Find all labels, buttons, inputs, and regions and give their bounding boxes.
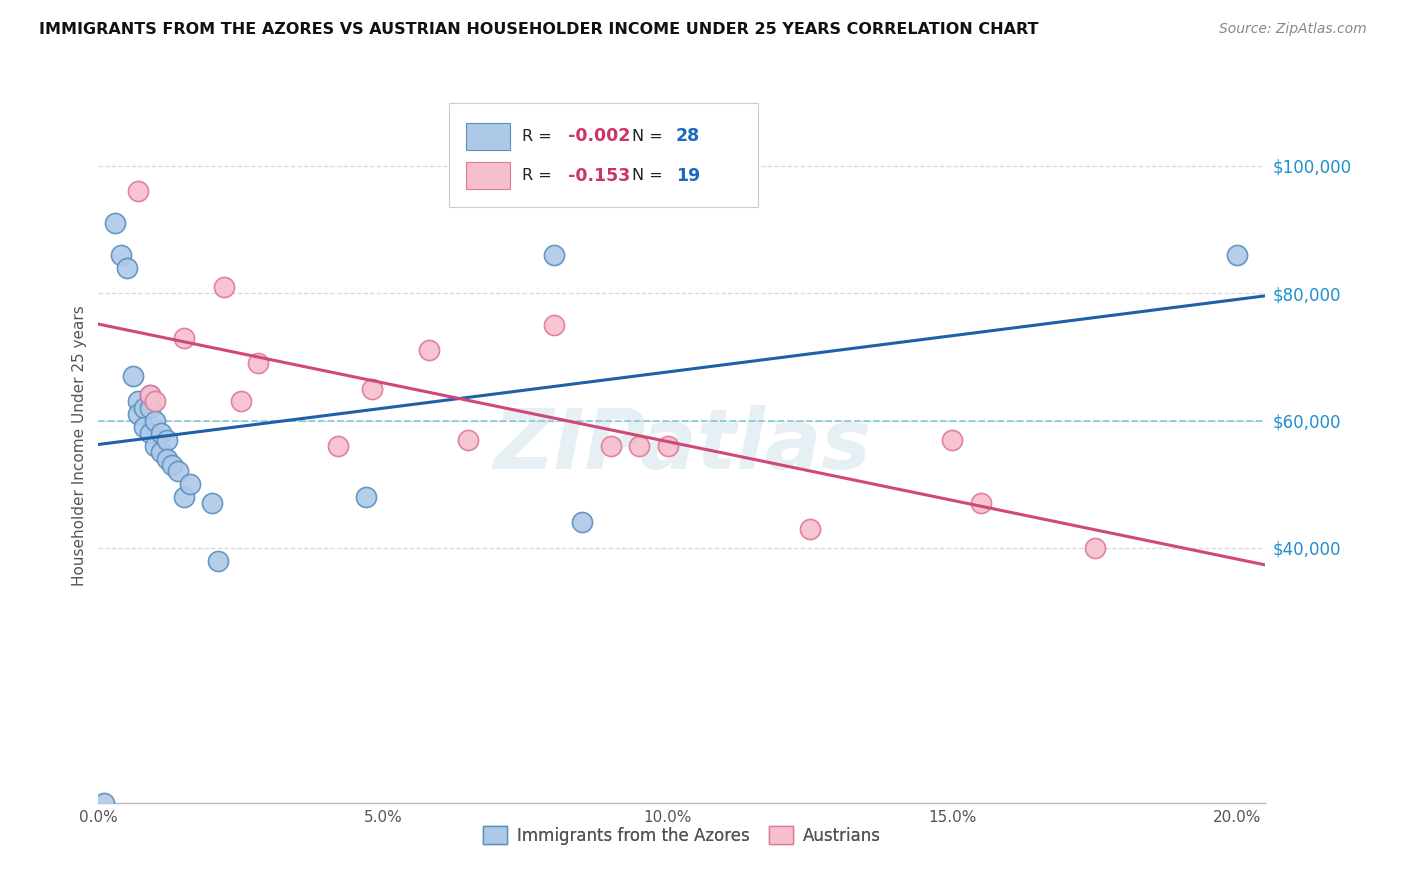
FancyBboxPatch shape <box>465 123 510 150</box>
FancyBboxPatch shape <box>449 103 758 207</box>
Text: 28: 28 <box>676 128 700 145</box>
Point <box>1226 248 1249 262</box>
Point <box>201 496 224 510</box>
Text: IMMIGRANTS FROM THE AZORES VS AUSTRIAN HOUSEHOLDER INCOME UNDER 25 YEARS CORRELA: IMMIGRANTS FROM THE AZORES VS AUSTRIAN H… <box>39 22 1039 37</box>
Text: Source: ZipAtlas.com: Source: ZipAtlas.com <box>1219 22 1367 37</box>
Text: ZIPatlas: ZIPatlas <box>494 406 870 486</box>
Point <box>143 394 166 409</box>
Point <box>207 554 229 568</box>
Point <box>354 490 377 504</box>
Point <box>150 426 173 441</box>
Point <box>110 248 132 262</box>
Point <box>138 401 160 415</box>
Point <box>970 496 993 510</box>
Point <box>628 439 651 453</box>
Point <box>143 413 166 427</box>
Point <box>543 318 565 332</box>
Point <box>138 426 160 441</box>
Point <box>229 394 252 409</box>
Point <box>156 433 179 447</box>
Point <box>138 388 160 402</box>
Y-axis label: Householder Income Under 25 years: Householder Income Under 25 years <box>72 306 87 586</box>
Point <box>127 407 149 421</box>
Point <box>799 522 821 536</box>
Point <box>115 260 138 275</box>
FancyBboxPatch shape <box>465 162 510 189</box>
Point <box>132 401 155 415</box>
Point <box>360 382 382 396</box>
Point <box>173 331 195 345</box>
Point <box>657 439 679 453</box>
Legend: Immigrants from the Azores, Austrians: Immigrants from the Azores, Austrians <box>477 820 887 852</box>
Point <box>167 465 190 479</box>
Point <box>179 477 201 491</box>
Text: N =: N = <box>631 129 668 144</box>
Point <box>599 439 621 453</box>
Text: R =: R = <box>522 129 557 144</box>
Point <box>156 451 179 466</box>
Point <box>246 356 269 370</box>
Point <box>121 368 143 383</box>
Point <box>127 394 149 409</box>
Point <box>173 490 195 504</box>
Text: 19: 19 <box>676 167 700 185</box>
Text: N =: N = <box>631 169 668 183</box>
Point <box>162 458 184 472</box>
Point <box>543 248 565 262</box>
Point <box>104 216 127 230</box>
Point <box>326 439 349 453</box>
Point <box>127 184 149 198</box>
Point <box>150 445 173 459</box>
Point <box>212 279 235 293</box>
Text: -0.002: -0.002 <box>568 128 630 145</box>
Text: -0.153: -0.153 <box>568 167 630 185</box>
Point <box>93 796 115 810</box>
Point <box>941 433 963 447</box>
Point <box>571 516 593 530</box>
Text: R =: R = <box>522 169 557 183</box>
Point <box>138 388 160 402</box>
Point <box>132 420 155 434</box>
Point <box>457 433 479 447</box>
Point <box>143 439 166 453</box>
Point <box>418 343 440 358</box>
Point <box>1084 541 1107 555</box>
